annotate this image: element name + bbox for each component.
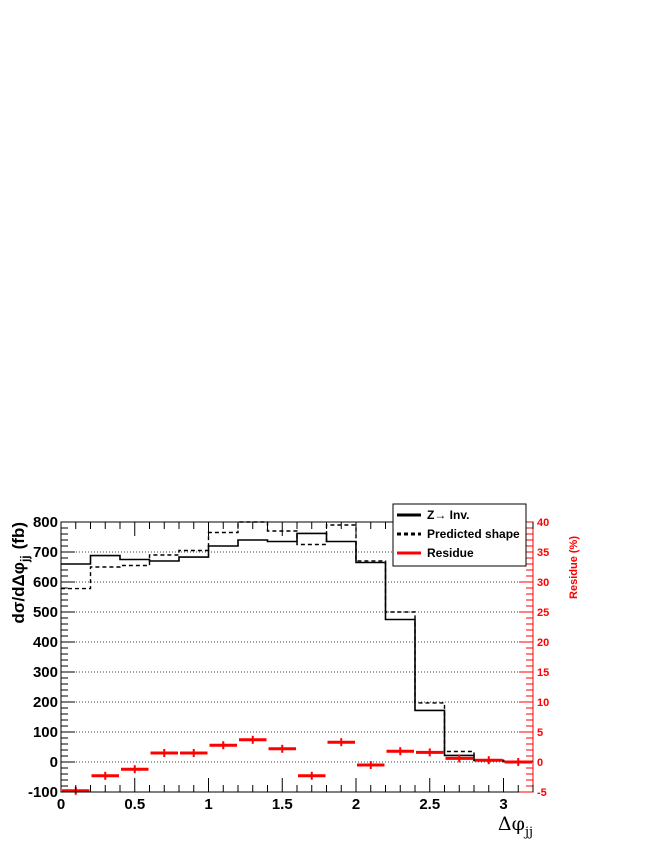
residue-point — [91, 771, 119, 780]
residue-point — [386, 747, 414, 756]
y-tick-label: 100 — [33, 724, 58, 741]
x-axis-title: Δφjj — [498, 813, 533, 840]
residue-point — [121, 765, 149, 774]
residue-point — [268, 744, 296, 753]
residue-point — [445, 754, 473, 763]
x-tick-label: 0.5 — [124, 796, 145, 813]
residue-point — [150, 749, 178, 757]
y-tick-label: 500 — [33, 604, 58, 621]
y-tick-label: 200 — [33, 694, 58, 711]
y-tick-label: 0 — [50, 754, 58, 771]
y2-tick-label: 35 — [537, 547, 549, 559]
residue-point — [475, 756, 503, 765]
y2-tick-label: 20 — [537, 637, 549, 649]
right-axis-title: Residue (%) — [568, 536, 580, 599]
y-tick-label: -100 — [28, 784, 58, 801]
x-tick-label: 1.5 — [272, 796, 293, 813]
y-axis-title: dσ/dΔφjj(fb) — [9, 522, 32, 624]
legend: Z→ Inv. Predicted shape Residue — [392, 503, 527, 567]
y2-tick-label: 5 — [537, 727, 543, 739]
y2-tick-label: -5 — [537, 787, 547, 799]
residue-point — [209, 741, 237, 750]
x-tick-label: 1 — [204, 796, 212, 813]
residue-point — [357, 761, 385, 769]
gridlines — [61, 551, 533, 763]
y2-tick-label: 30 — [537, 577, 549, 589]
residue-point — [298, 771, 326, 780]
y2-tick-label: 15 — [537, 667, 549, 679]
legend-label-predicted-shape: Predicted shape — [427, 527, 520, 541]
y2-tick-label: 10 — [537, 697, 549, 709]
y2-tick-label: 40 — [537, 517, 549, 529]
residue-point — [239, 735, 267, 744]
residue-point — [416, 748, 444, 757]
y-tick-label: 600 — [33, 574, 58, 591]
x-tick-label: 2 — [352, 796, 360, 813]
y-tick-label: 800 — [33, 514, 58, 531]
y2-tick-label: 25 — [537, 607, 549, 619]
series-z-inv — [61, 532, 533, 763]
y-tick-label: 300 — [33, 664, 58, 681]
y-tick-label: 700 — [33, 544, 58, 561]
legend-label-residue: Residue — [427, 546, 474, 560]
residue-point — [327, 738, 355, 747]
residue-point — [180, 749, 208, 757]
y-tick-label: 400 — [33, 634, 58, 651]
legend-label-z-inv: Z→ Inv. — [427, 508, 469, 522]
y2-tick-label: 0 — [537, 757, 543, 769]
x-tick-label: 3 — [499, 796, 507, 813]
x-tick-label: 0 — [57, 796, 65, 813]
series-layer — [61, 521, 533, 795]
x-tick-label: 2.5 — [419, 796, 440, 813]
